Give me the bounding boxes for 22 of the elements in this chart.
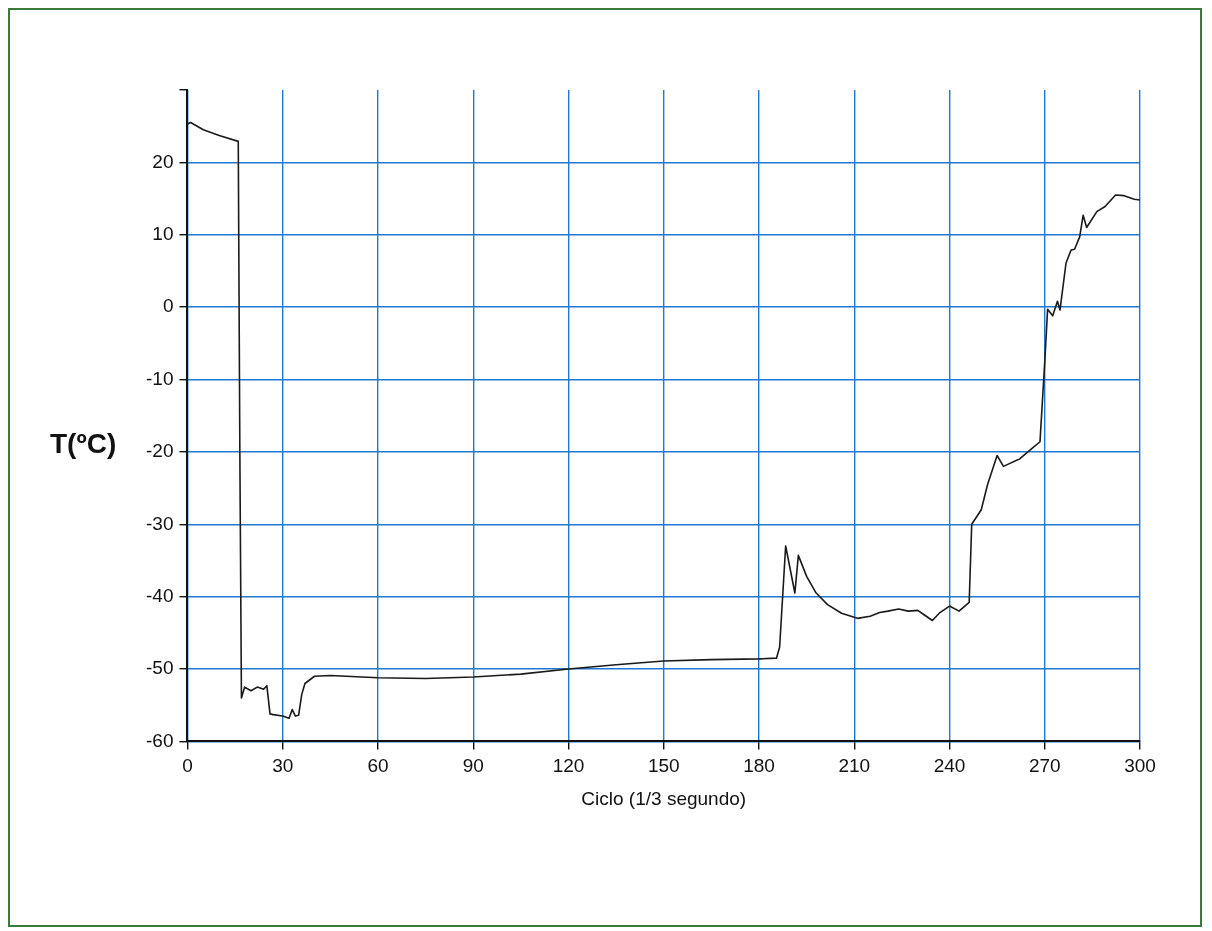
x-tick-label: 30 bbox=[272, 755, 294, 777]
x-tick-label: 150 bbox=[647, 755, 680, 777]
y-tick-label: -50 bbox=[145, 657, 174, 679]
x-tick-label: 60 bbox=[367, 755, 389, 777]
y-tick-label: -10 bbox=[145, 367, 174, 389]
y-tick-label: 20 bbox=[152, 150, 174, 172]
x-tick-label: 210 bbox=[838, 755, 871, 777]
x-tick-label: 300 bbox=[1124, 755, 1156, 777]
y-tick-label: -60 bbox=[145, 729, 174, 751]
x-tick-label: 120 bbox=[552, 755, 585, 777]
x-tick-label: 90 bbox=[462, 755, 484, 777]
x-tick-label: 0 bbox=[182, 755, 193, 777]
x-axis-title: Ciclo (1/3 segundo) bbox=[581, 787, 747, 809]
x-tick-label: 240 bbox=[933, 755, 966, 777]
y-tick-label: -20 bbox=[145, 440, 174, 462]
y-tick-label: -40 bbox=[145, 584, 174, 606]
y-tick-label: 10 bbox=[152, 222, 174, 244]
y-tick-label: -30 bbox=[145, 512, 174, 534]
y-tick-label: 0 bbox=[162, 295, 174, 317]
x-tick-label: 180 bbox=[743, 755, 775, 777]
y-axis-title: T(ºC) bbox=[50, 428, 117, 460]
x-tick-label: 270 bbox=[1028, 755, 1061, 777]
